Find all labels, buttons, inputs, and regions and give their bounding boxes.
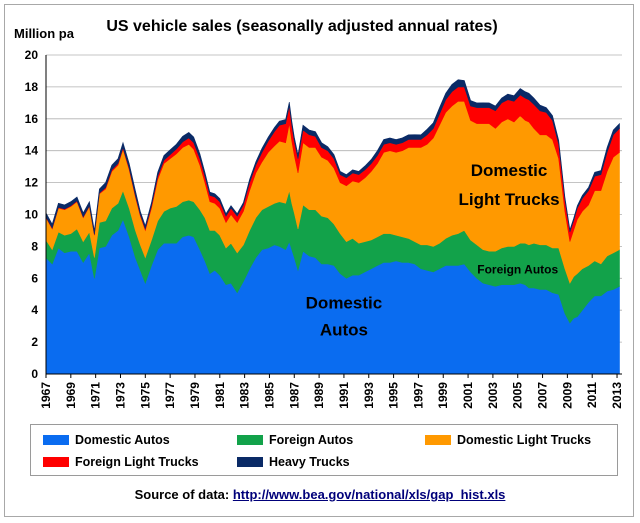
annotation-label: Domestic bbox=[306, 294, 383, 313]
x-tick-label: 1995 bbox=[387, 382, 401, 409]
legend-item-foreign-light-trucks: Foreign Light Trucks bbox=[43, 455, 199, 469]
legend-item-heavy-trucks: Heavy Trucks bbox=[237, 455, 350, 469]
x-tick-label: 1987 bbox=[287, 382, 301, 409]
source-link[interactable]: http://www.bea.gov/national/xls/gap_hist… bbox=[232, 487, 506, 502]
legend-swatch-domestic-light-trucks bbox=[425, 435, 451, 445]
x-tick-label: 1993 bbox=[362, 382, 376, 409]
x-tick-label: 2013 bbox=[610, 382, 624, 409]
y-tick-label: 4 bbox=[31, 303, 38, 317]
annotation-label: Light Trucks bbox=[458, 190, 559, 209]
y-tick-label: 14 bbox=[25, 144, 39, 158]
y-tick-label: 10 bbox=[25, 208, 39, 222]
x-tick-label: 2003 bbox=[486, 382, 500, 409]
y-tick-label: 16 bbox=[25, 112, 39, 126]
x-tick-label: 1979 bbox=[188, 382, 202, 409]
stacked-areas bbox=[45, 79, 620, 375]
legend-item-domestic-light-trucks: Domestic Light Trucks bbox=[425, 433, 591, 447]
x-tick-label: 1969 bbox=[64, 382, 78, 409]
x-tick-label: 2005 bbox=[511, 382, 525, 409]
legend-label: Domestic Light Trucks bbox=[457, 433, 592, 447]
axes bbox=[45, 55, 622, 375]
annotations: Domestic Light Trucks Foreign Autos Domesti… bbox=[306, 161, 560, 340]
x-tick-label: 2009 bbox=[560, 382, 574, 409]
x-tick-label: 2007 bbox=[536, 382, 550, 409]
legend-item-foreign-autos: Foreign Autos bbox=[237, 433, 353, 447]
x-tick-label: 1989 bbox=[312, 382, 326, 409]
x-tick-label: 2011 bbox=[585, 382, 599, 408]
y-axis-title: Million pa bbox=[14, 26, 75, 41]
x-tick-labels: 1967 1969 1971 1973 1975 1977 1979 1981 1983 1985… bbox=[39, 374, 624, 409]
legend-swatch-foreign-light-trucks bbox=[43, 457, 69, 467]
y-tick-label: 0 bbox=[31, 367, 38, 381]
source-note: Source of data: http://www.bea.gov/natio… bbox=[0, 487, 640, 502]
chart-title: US vehicle sales (seasonally adjusted an… bbox=[106, 18, 497, 35]
legend-label: Foreign Light Trucks bbox=[75, 455, 199, 469]
x-tick-label: 2001 bbox=[461, 382, 475, 409]
x-tick-label: 1971 bbox=[89, 382, 103, 409]
annotation-label: Autos bbox=[320, 321, 368, 340]
source-label: Source of data: bbox=[134, 487, 230, 502]
legend-label: Foreign Autos bbox=[269, 433, 354, 447]
x-tick-label: 1991 bbox=[337, 382, 351, 409]
legend-item-domestic-autos: Domestic Autos bbox=[43, 433, 170, 447]
x-tick-label: 1975 bbox=[138, 382, 152, 409]
legend: Domestic Autos Foreign Autos Domestic Li… bbox=[30, 424, 618, 476]
legend-swatch-heavy-trucks bbox=[237, 457, 263, 467]
x-tick-label: 1977 bbox=[163, 382, 177, 409]
x-tick-label: 1983 bbox=[238, 382, 252, 409]
y-tick-label: 20 bbox=[25, 48, 39, 62]
y-tick-label: 2 bbox=[31, 335, 38, 349]
x-tick-label: 1973 bbox=[113, 382, 127, 409]
x-tick-label: 1981 bbox=[213, 382, 227, 409]
y-tick-label: 18 bbox=[25, 80, 39, 94]
x-tick-label: 1985 bbox=[262, 382, 276, 409]
annotation-label: Foreign Autos bbox=[477, 263, 558, 277]
annotation-label: Domestic bbox=[471, 161, 548, 180]
y-tick-label: 6 bbox=[31, 271, 38, 285]
legend-swatch-foreign-autos bbox=[237, 435, 263, 445]
y-tick-label: 8 bbox=[31, 239, 38, 253]
legend-label: Heavy Trucks bbox=[269, 455, 350, 469]
x-tick-label: 1999 bbox=[436, 382, 450, 409]
area-heavy-trucks bbox=[45, 79, 620, 235]
x-tick-label: 1967 bbox=[39, 382, 53, 409]
y-tick-label: 12 bbox=[25, 176, 39, 190]
x-tick-label: 1997 bbox=[411, 382, 425, 409]
legend-label: Domestic Autos bbox=[75, 433, 170, 447]
y-tick-labels: 0 2 4 6 8 10 12 14 16 18 20 bbox=[25, 48, 39, 381]
legend-swatch-domestic-autos bbox=[43, 435, 69, 445]
